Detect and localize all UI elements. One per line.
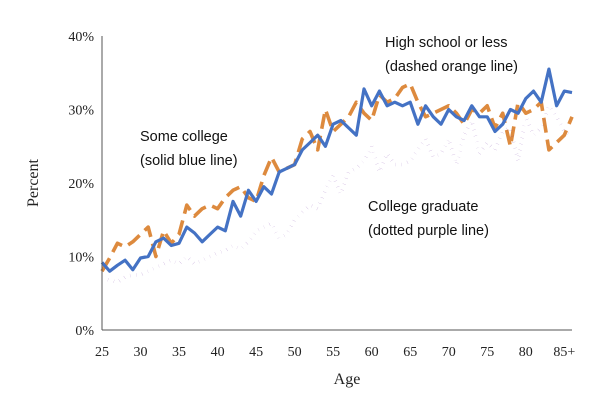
x-axis-title: Age — [334, 371, 361, 388]
series-line-high-school-or-less — [100, 82, 574, 273]
series-layer — [100, 67, 574, 284]
x-tick-label: 60 — [365, 345, 379, 360]
x-tick-label: 85+ — [553, 345, 575, 360]
annotation-high-school-line2: (dashed orange line) — [385, 59, 518, 75]
y-tick-label: 10% — [68, 251, 94, 266]
annotation-college-grad-line1: College graduate — [368, 199, 478, 215]
x-tick-label: 40 — [211, 345, 225, 360]
y-axis-title: Percent — [25, 158, 42, 207]
x-tick-label: 25 — [95, 345, 109, 360]
x-tick-label: 55 — [326, 345, 340, 360]
annotation-high-school-line1: High school or less — [385, 35, 508, 51]
x-tick-label: 80 — [519, 345, 533, 360]
y-tick-label: 0% — [75, 324, 94, 339]
x-tick-label: 35 — [172, 345, 186, 360]
x-tick-labels: 25 30 35 40 45 50 55 60 65 70 75 80 85+ — [95, 345, 575, 360]
axes — [101, 36, 572, 331]
series-line-some-college — [100, 67, 573, 273]
annotation-college-grad-line2: (dotted purple line) — [368, 223, 489, 239]
x-tick-label: 70 — [442, 345, 456, 360]
y-tick-label: 40% — [68, 30, 94, 45]
y-tick-labels: 0% 10% 20% 30% 40% — [68, 30, 94, 339]
x-tick-label: 30 — [134, 345, 148, 360]
annotation-some-college-line2: (solid blue line) — [140, 153, 238, 169]
x-tick-label: 50 — [288, 345, 302, 360]
x-tick-label: 65 — [403, 345, 417, 360]
x-tick-label: 45 — [249, 345, 263, 360]
annotation-some-college-line1: Some college — [140, 129, 228, 145]
x-tick-label: 75 — [480, 345, 494, 360]
y-tick-label: 20% — [68, 177, 94, 192]
y-tick-label: 30% — [68, 104, 94, 119]
